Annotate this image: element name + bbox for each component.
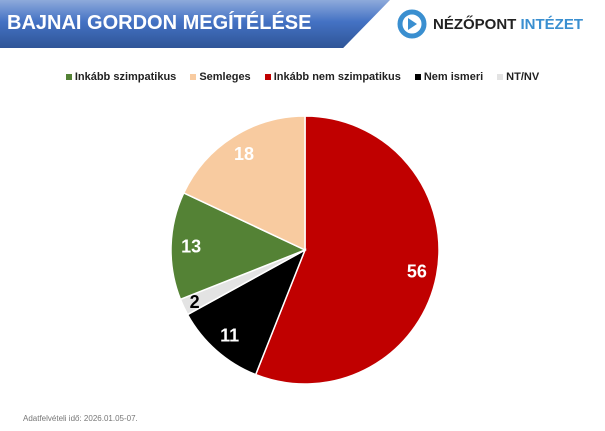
- legend-label: Semleges: [199, 71, 251, 83]
- legend-label: NT/NV: [506, 71, 540, 83]
- legend-swatch: [65, 74, 72, 80]
- legend-item: Semleges: [190, 71, 251, 83]
- logo: NÉZŐPONT INTÉZET: [397, 9, 583, 39]
- page-title: BAJNAI GORDON MEGÍTÉLÉSE: [7, 12, 312, 34]
- logo-text: NÉZŐPONT INTÉZET: [433, 15, 584, 33]
- legend-swatch: [190, 74, 197, 80]
- pie-slice: [170, 191, 307, 301]
- title-banner: [0, 0, 390, 48]
- legend-item: Inkább nem szimpatikus: [264, 71, 401, 83]
- data-label: 56: [407, 261, 427, 281]
- legend-item: Inkább szimpatikus: [65, 71, 177, 83]
- data-label: 2: [190, 292, 200, 312]
- legend-label: Inkább szimpatikus: [74, 71, 177, 83]
- legend-swatch: [497, 74, 504, 80]
- data-label: 11: [220, 325, 239, 345]
- legend-swatch: [264, 74, 271, 80]
- legend-item: NT/NV: [497, 71, 539, 83]
- pie-slice: [254, 115, 440, 385]
- data-label: 13: [181, 236, 201, 256]
- legend-label: Nem ismeri: [423, 71, 484, 83]
- legend-swatch: [414, 74, 421, 80]
- pie-slice: [182, 115, 306, 252]
- legend-label: Inkább nem szimpatikus: [273, 71, 401, 83]
- pie-slice: [186, 248, 307, 376]
- survey-date-note: Adatfelvételi idő: 2026.01.05-07.: [23, 414, 138, 423]
- legend-item: Nem ismeri: [414, 71, 484, 83]
- data-label: 18: [234, 144, 254, 164]
- logo-icon: [397, 9, 427, 39]
- legend: Inkább szimpatikus Semleges Inkább nem szi…: [0, 71, 605, 83]
